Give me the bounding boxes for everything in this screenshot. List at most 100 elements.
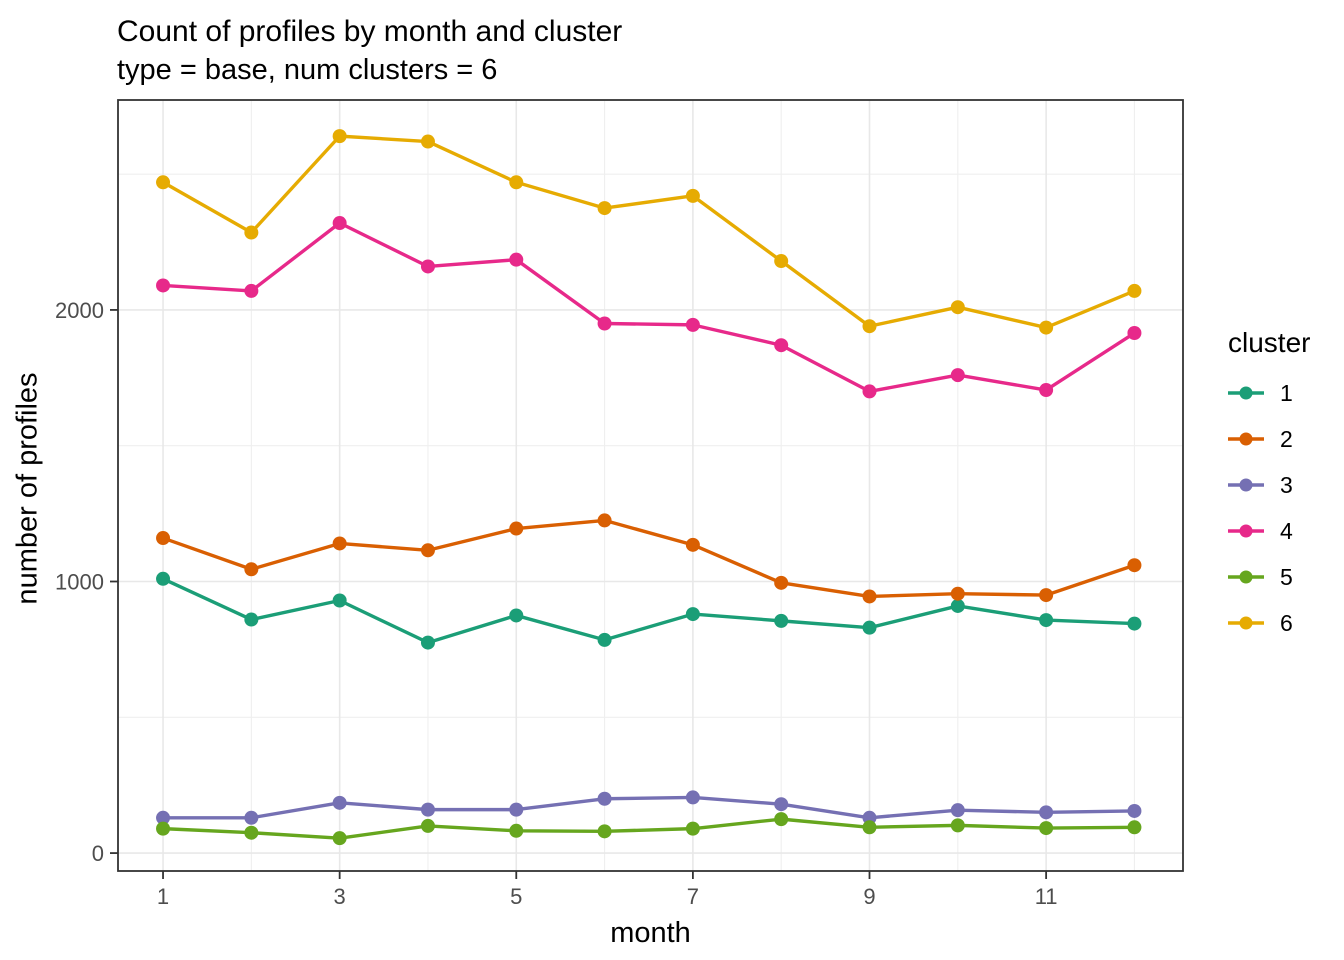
legend-item-cluster-5: 5	[1228, 554, 1310, 600]
data-point-cluster-3	[950, 803, 965, 818]
data-point-cluster-6	[420, 134, 435, 149]
data-point-cluster-2	[156, 531, 171, 546]
x-axis-title: month	[610, 917, 691, 949]
legend-key-icon	[1228, 616, 1264, 630]
data-point-cluster-2	[950, 586, 965, 601]
data-point-cluster-1	[950, 598, 965, 613]
data-point-cluster-2	[244, 562, 259, 577]
y-tick-label: 2000	[55, 298, 104, 323]
chart-title: Count of profiles by month and cluster	[117, 15, 623, 48]
legend-item-cluster-2: 2	[1228, 416, 1310, 462]
legend-title: cluster	[1228, 327, 1311, 358]
data-point-cluster-3	[597, 791, 612, 806]
series-line-cluster-1	[162, 577, 1135, 645]
data-point-cluster-6	[1127, 283, 1142, 298]
data-point-cluster-4	[597, 316, 612, 331]
legend-item-cluster-4: 4	[1228, 508, 1310, 554]
legend-key-point	[1239, 570, 1253, 584]
legend-item-label: 5	[1280, 563, 1293, 590]
data-point-cluster-1	[862, 620, 877, 635]
data-point-cluster-4	[685, 317, 700, 332]
data-point-cluster-3	[420, 802, 435, 817]
data-point-cluster-4	[774, 338, 789, 353]
data-point-cluster-3	[774, 797, 789, 812]
data-point-cluster-4	[1039, 383, 1054, 398]
data-point-cluster-1	[597, 632, 612, 647]
legend-key-icon	[1228, 570, 1264, 584]
data-point-cluster-4	[509, 252, 524, 267]
series-line-cluster-2	[162, 518, 1135, 599]
legend-key-point	[1239, 432, 1253, 446]
data-point-cluster-2	[685, 537, 700, 552]
legend-key-icon	[1228, 478, 1264, 492]
data-point-cluster-2	[1127, 558, 1142, 573]
data-point-cluster-2	[1039, 588, 1054, 603]
legend: cluster 1 2 3 4 5 6	[1228, 327, 1310, 646]
legend-item-label: 3	[1280, 471, 1293, 498]
data-point-cluster-5	[509, 823, 524, 838]
data-point-cluster-3	[1039, 805, 1054, 820]
x-tick-label: 7	[687, 884, 699, 909]
legend-item-label: 4	[1280, 517, 1293, 544]
data-point-cluster-3	[509, 802, 524, 817]
legend-key-point	[1239, 386, 1253, 400]
data-point-cluster-5	[685, 821, 700, 836]
data-point-cluster-2	[332, 536, 347, 551]
legend-item-cluster-6: 6	[1228, 600, 1310, 646]
data-point-cluster-1	[1039, 613, 1054, 628]
data-point-cluster-3	[1127, 803, 1142, 818]
legend-item-cluster-1: 1	[1228, 370, 1310, 416]
data-point-cluster-6	[597, 201, 612, 216]
x-tick-label: 11	[1035, 884, 1058, 909]
data-point-cluster-1	[685, 607, 700, 622]
data-point-cluster-6	[332, 129, 347, 144]
legend-key-icon	[1228, 524, 1264, 538]
data-point-cluster-3	[685, 790, 700, 805]
legend-item-label: 1	[1280, 379, 1293, 406]
data-point-cluster-5	[244, 825, 259, 840]
data-point-cluster-4	[156, 278, 171, 293]
panel-border	[117, 99, 1184, 872]
x-tick-label: 3	[334, 884, 346, 909]
data-point-cluster-4	[862, 384, 877, 399]
data-point-cluster-1	[1127, 616, 1142, 631]
data-point-cluster-4	[1127, 326, 1142, 341]
legend-key-icon	[1228, 386, 1264, 400]
data-point-cluster-4	[950, 368, 965, 383]
chart-subtitle: type = base, num clusters = 6	[117, 54, 498, 86]
data-point-cluster-1	[332, 593, 347, 608]
data-point-cluster-5	[774, 812, 789, 827]
legend-items: 1 2 3 4 5 6	[1228, 370, 1310, 646]
data-point-cluster-1	[509, 608, 524, 623]
data-point-cluster-5	[156, 821, 171, 836]
data-point-cluster-4	[332, 216, 347, 231]
x-tick-label: 5	[510, 884, 522, 909]
data-point-cluster-6	[509, 175, 524, 190]
data-point-cluster-6	[244, 225, 259, 240]
data-point-cluster-6	[156, 175, 171, 190]
data-point-cluster-3	[156, 810, 171, 825]
data-point-cluster-1	[156, 571, 171, 586]
data-point-cluster-4	[420, 259, 435, 274]
data-point-cluster-5	[420, 818, 435, 833]
legend-item-cluster-3: 3	[1228, 462, 1310, 508]
data-point-cluster-6	[950, 300, 965, 315]
data-point-cluster-2	[420, 543, 435, 558]
series-line-cluster-6	[162, 134, 1136, 330]
series-line-cluster-4	[162, 221, 1136, 394]
title-block: Count of profiles by month and cluster t…	[117, 13, 622, 89]
data-point-cluster-6	[685, 188, 700, 203]
data-point-cluster-3	[332, 795, 347, 810]
data-point-cluster-2	[597, 513, 612, 528]
data-point-cluster-2	[774, 575, 789, 590]
data-point-cluster-6	[774, 254, 789, 269]
legend-item-label: 2	[1280, 425, 1293, 452]
y-tick-label: 1000	[55, 570, 104, 595]
x-tick-label: 9	[863, 884, 875, 909]
data-point-cluster-5	[332, 831, 347, 846]
data-point-cluster-5	[597, 824, 612, 839]
data-point-cluster-2	[862, 589, 877, 604]
data-point-cluster-1	[420, 635, 435, 650]
